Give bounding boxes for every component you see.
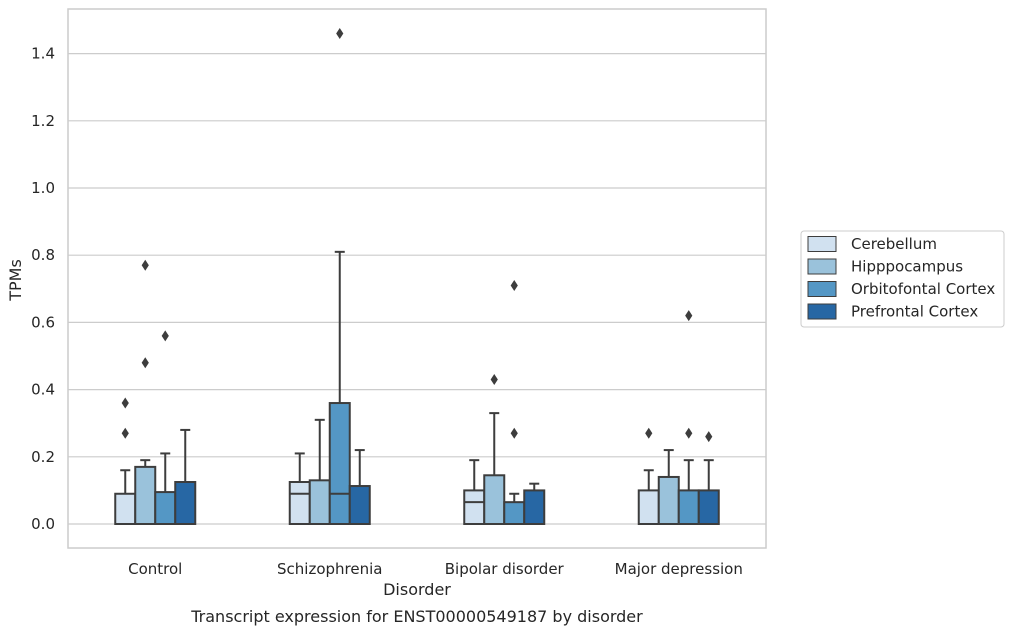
box-body (523, 489, 546, 525)
legend-swatch (807, 258, 837, 275)
box-body (503, 501, 526, 526)
box-body (174, 481, 197, 525)
legend-swatch (807, 236, 837, 252)
legend-swatch (807, 281, 837, 297)
outlier-point (161, 330, 169, 342)
box-orbitofontal-cortex (677, 310, 700, 525)
figure-caption: Transcript expression for ENST0000054918… (190, 607, 643, 626)
plot-frame (67, 8, 767, 549)
box-prefrontal-cortex (523, 482, 546, 525)
outlier-point (510, 279, 518, 291)
y-axis-ticks: 0.0 0.2 0.4 0.6 0.8 1.0 1.2 1.4 (31, 45, 55, 533)
y-tick-label: 1.4 (31, 45, 55, 63)
outlier-point (645, 427, 653, 439)
box-body (637, 489, 660, 525)
outlier-point (336, 27, 344, 39)
box-body (288, 481, 311, 525)
y-tick-label: 0.0 (31, 515, 55, 533)
box-cerebellum (463, 459, 486, 525)
outlier-point (121, 397, 129, 409)
y-tick-label: 1.2 (31, 112, 55, 130)
y-tick-label: 1.0 (31, 179, 55, 197)
box-body (134, 465, 157, 526)
box-body (308, 479, 331, 526)
x-tick-label: Bipolar disorder (445, 560, 565, 578)
x-tick-label: Major depression (615, 560, 743, 578)
outlier-point (685, 427, 693, 439)
y-tick-label: 0.8 (31, 246, 55, 264)
box-body (348, 485, 371, 526)
legend-label: Cerebellum (851, 235, 937, 253)
legend-frame (800, 230, 1005, 328)
box-hipppocampus (483, 374, 506, 525)
outlier-point (121, 427, 129, 439)
y-tick-label: 0.6 (31, 313, 55, 331)
box-body (697, 489, 720, 525)
box-body (154, 491, 177, 525)
box-body (657, 475, 680, 525)
grid-lines (68, 52, 766, 525)
outlier-point (141, 357, 149, 369)
box-prefrontal-cortex (174, 428, 197, 525)
outlier-point (705, 431, 713, 443)
box-cerebellum (637, 427, 660, 525)
box-hipppocampus (134, 259, 157, 526)
box-cerebellum (114, 397, 137, 526)
box-body (328, 402, 351, 526)
outlier-point (510, 427, 518, 439)
box-hipppocampus (308, 418, 331, 526)
box-body (463, 489, 486, 525)
box-series (114, 27, 720, 526)
x-tick-label: Schizophrenia (277, 560, 382, 578)
box-orbitofontal-cortex (328, 27, 351, 526)
legend-label: Prefrontal Cortex (851, 303, 978, 321)
box-orbitofontal-cortex (154, 330, 177, 525)
x-tick-label: Control (128, 560, 182, 578)
legend-label: Hipppocampus (851, 258, 963, 276)
x-axis-label: Disorder (383, 580, 451, 599)
box-body (483, 474, 506, 525)
box-cerebellum (288, 452, 311, 525)
box-prefrontal-cortex (348, 449, 371, 526)
legend-swatch (807, 303, 837, 320)
box-hipppocampus (657, 449, 680, 525)
legend-label: Orbitofontal Cortex (851, 280, 995, 298)
outlier-point (685, 310, 693, 322)
box-body (114, 492, 137, 526)
box-prefrontal-cortex (697, 431, 720, 525)
box-orbitofontal-cortex (503, 279, 526, 526)
outlier-point (490, 374, 498, 386)
box-body (677, 489, 700, 525)
legend: Cerebellum Hipppocampus Orbitofontal Corte… (800, 230, 1005, 328)
y-tick-label: 0.4 (31, 381, 55, 399)
outlier-point (141, 259, 149, 271)
x-axis-ticks: Control Schizophrenia Bipolar disorder Majo… (128, 560, 743, 578)
y-tick-label: 0.2 (31, 448, 55, 466)
y-axis-label: TPMs (6, 259, 25, 302)
